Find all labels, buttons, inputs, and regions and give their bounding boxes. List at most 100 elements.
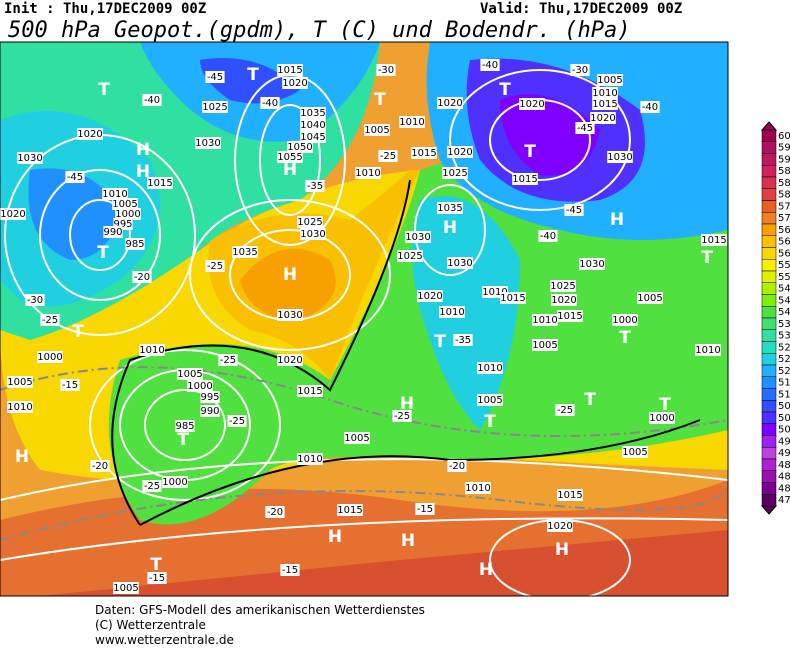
label-box bbox=[112, 198, 138, 210]
pressure-center: T bbox=[701, 248, 713, 268]
contour-label: 1005 bbox=[364, 125, 389, 136]
contour-label: 1030 bbox=[300, 229, 325, 240]
label-box bbox=[477, 394, 503, 406]
contour-label: -40 bbox=[262, 98, 278, 109]
label-box bbox=[142, 480, 162, 492]
label-box bbox=[305, 180, 325, 192]
label-box bbox=[564, 204, 584, 216]
colorbar-segment bbox=[761, 388, 777, 401]
colorbar-label: 476 bbox=[778, 495, 790, 506]
colorbar-label: 552 bbox=[778, 272, 790, 283]
colorbar-segment bbox=[761, 423, 777, 436]
contour-label: 1010 bbox=[297, 454, 322, 465]
colorbar-label: 512 bbox=[778, 389, 790, 400]
label-box bbox=[277, 64, 303, 76]
label-box bbox=[113, 582, 139, 594]
contour-label: 1000 bbox=[115, 209, 140, 220]
pressure-center: T bbox=[177, 430, 189, 450]
contour-label: 1000 bbox=[649, 413, 674, 424]
colorbar-segment bbox=[761, 235, 777, 248]
colorbar-segment bbox=[761, 364, 777, 377]
contour-label: -45 bbox=[67, 172, 83, 183]
label-box bbox=[649, 412, 675, 424]
label-box bbox=[465, 482, 491, 494]
contour-label: 1030 bbox=[277, 310, 302, 321]
colorbar-label: 504 bbox=[778, 413, 790, 424]
contour-label: 1010 bbox=[532, 315, 557, 326]
label-box bbox=[280, 564, 300, 576]
label-box bbox=[90, 460, 110, 472]
label-box bbox=[205, 71, 225, 83]
colorbar-segment bbox=[761, 482, 777, 495]
label-box bbox=[300, 119, 326, 131]
contour-label: 1015 bbox=[337, 505, 362, 516]
colorbar-segment bbox=[761, 411, 777, 424]
contour-label: 1015 bbox=[512, 174, 537, 185]
contour-label: 1030 bbox=[447, 258, 472, 269]
contour-label: 995 bbox=[200, 392, 219, 403]
contour-label: 990 bbox=[103, 227, 122, 238]
contour-label: -20 bbox=[92, 461, 108, 472]
contour-label: 1000 bbox=[187, 381, 212, 392]
colorbar-segment bbox=[761, 400, 777, 413]
label-box bbox=[147, 177, 173, 189]
label-box bbox=[205, 260, 225, 272]
colorbar-segment bbox=[761, 282, 777, 295]
contour-label: 1005 bbox=[344, 433, 369, 444]
label-box bbox=[115, 208, 141, 220]
contour-label: 1015 bbox=[411, 148, 436, 159]
label-box bbox=[701, 234, 727, 246]
label-box bbox=[147, 572, 167, 584]
colorbar-label: 592 bbox=[778, 154, 790, 165]
contour-label: -20 bbox=[134, 272, 150, 283]
label-box bbox=[397, 250, 423, 262]
contour-label: -25 bbox=[42, 315, 58, 326]
pressure-center: H bbox=[479, 560, 493, 580]
label-box bbox=[260, 97, 280, 109]
contour-label: -40 bbox=[642, 102, 658, 113]
contour-label: -35 bbox=[455, 335, 471, 346]
contour-label: 1005 bbox=[532, 340, 557, 351]
colorbar-label: 480 bbox=[778, 483, 790, 494]
contour-label: -45 bbox=[566, 205, 582, 216]
contour-label: -30 bbox=[27, 295, 43, 306]
label-box bbox=[447, 460, 467, 472]
colorbar-segment bbox=[761, 435, 777, 448]
contour-label: 1020 bbox=[0, 209, 25, 220]
contour-label: -25 bbox=[144, 481, 160, 492]
contour-label: 1005 bbox=[112, 199, 137, 210]
colorbar-label: 524 bbox=[778, 354, 790, 365]
contour-label: 1015 bbox=[557, 311, 582, 322]
contour-label: -25 bbox=[380, 151, 396, 162]
pressure-center: T bbox=[247, 65, 259, 85]
valid-time: Valid: Thu,17DEC2009 00Z bbox=[480, 1, 682, 17]
label-box bbox=[218, 354, 238, 366]
colorbar-label: 520 bbox=[778, 366, 790, 377]
colorbar-label: 500 bbox=[778, 425, 790, 436]
pressure-center: T bbox=[434, 332, 446, 352]
label-box bbox=[695, 344, 721, 356]
colorbar-label: 484 bbox=[778, 472, 790, 483]
colorbar-segment bbox=[761, 447, 777, 460]
label-box bbox=[202, 101, 228, 113]
label-box bbox=[519, 98, 545, 110]
contour-label: -30 bbox=[572, 65, 588, 76]
colorbar-label: 516 bbox=[778, 378, 790, 389]
label-box bbox=[480, 59, 500, 71]
colorbar-label: 536 bbox=[778, 319, 790, 330]
colorbar-label: 600 bbox=[778, 131, 790, 142]
contour-label: 1010 bbox=[7, 402, 32, 413]
colorbar-label: 528 bbox=[778, 342, 790, 353]
label-box bbox=[447, 257, 473, 269]
label-box bbox=[300, 131, 326, 143]
pressure-center: T bbox=[374, 90, 386, 110]
colorbar-segment bbox=[761, 176, 777, 189]
pressure-center: H bbox=[283, 160, 297, 180]
colorbar-segment bbox=[761, 165, 777, 178]
colorbar-label: 564 bbox=[778, 237, 790, 248]
label-box bbox=[405, 231, 431, 243]
contour-label: 1000 bbox=[37, 352, 62, 363]
pressure-center: T bbox=[150, 555, 162, 575]
colorbar-segment bbox=[761, 329, 777, 342]
